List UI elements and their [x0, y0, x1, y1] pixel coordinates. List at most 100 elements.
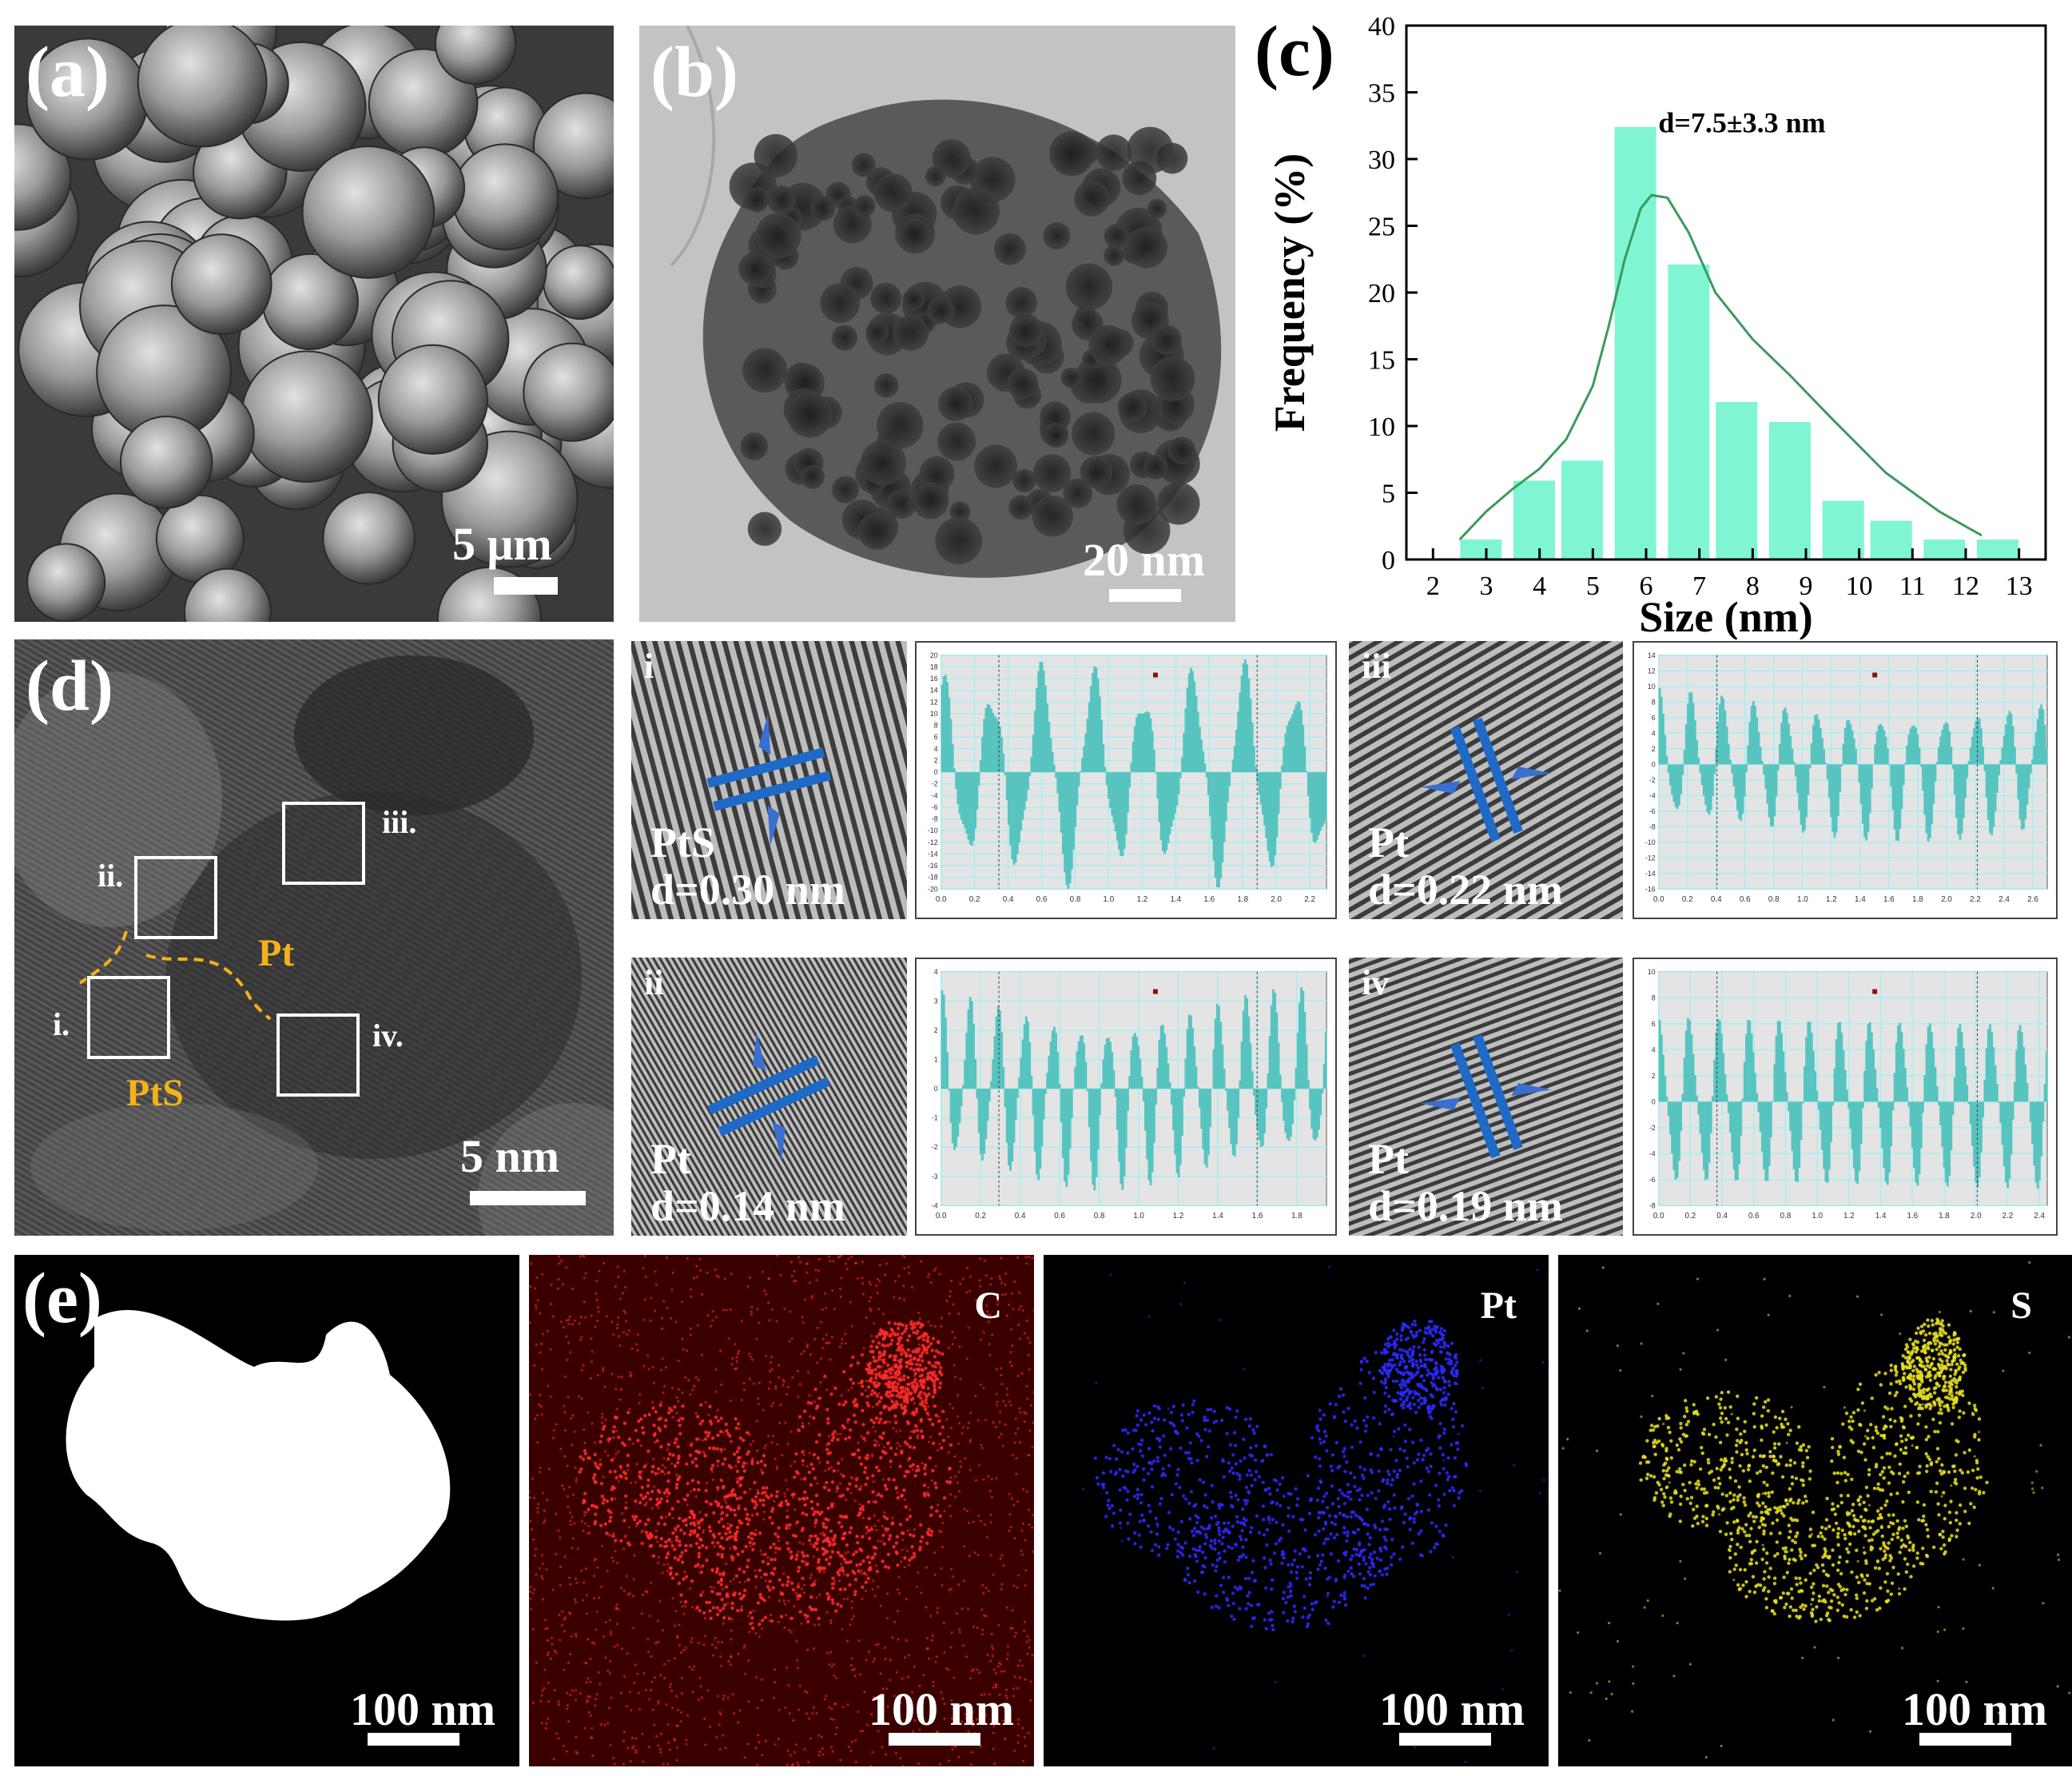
y-tick-label: 20	[930, 651, 938, 659]
eds-count	[715, 1736, 718, 1739]
profile-bar	[1265, 772, 1268, 838]
eds-count	[809, 1483, 813, 1487]
eds-count	[642, 1760, 645, 1763]
y-tick-label: -12	[1645, 854, 1656, 862]
eds-count	[894, 1541, 899, 1545]
profile-bar	[1315, 772, 1318, 840]
eds-count	[544, 1627, 547, 1631]
profile-bar	[1713, 764, 1716, 775]
eds-count	[682, 1648, 686, 1652]
profile-bar	[1959, 1023, 1962, 1102]
eds-count	[1017, 1323, 1020, 1327]
profile-bar	[1852, 738, 1855, 765]
eds-count	[673, 1440, 677, 1445]
eds-count	[855, 1563, 859, 1567]
eds-count	[809, 1353, 812, 1356]
eds-count	[614, 1550, 617, 1553]
fringe	[631, 958, 907, 1236]
eds-count	[840, 1566, 845, 1571]
ifft-phase-label: PtS	[650, 818, 715, 866]
eds-count	[974, 1394, 977, 1397]
eds-count	[595, 1292, 598, 1295]
profile-bar	[1931, 1032, 1933, 1102]
eds-count	[811, 1712, 814, 1715]
eds-count	[813, 1337, 817, 1341]
profile-bar	[1211, 772, 1214, 839]
eds-count	[937, 1351, 941, 1355]
profile-bar	[1750, 706, 1753, 765]
eds-count	[922, 1483, 927, 1487]
profile-bar	[1187, 1014, 1191, 1089]
eds-count	[815, 1547, 819, 1551]
eds-count	[857, 1441, 860, 1444]
eds-count	[953, 1376, 957, 1379]
profile-bar	[1196, 711, 1199, 773]
profile-bar	[1859, 1101, 1863, 1145]
eds-count	[694, 1437, 699, 1441]
profile-bar	[2034, 732, 2038, 765]
eds-count	[809, 1576, 812, 1579]
profile-bar	[1849, 723, 1852, 765]
eds-count	[943, 1510, 946, 1513]
x-tick-label: 7	[1692, 571, 1706, 601]
profile-bar	[1290, 718, 1292, 773]
eds-count	[738, 1495, 743, 1500]
eds-count	[1028, 1698, 1032, 1702]
eds-count	[941, 1545, 945, 1548]
eds-count	[579, 1338, 583, 1341]
eds-count	[706, 1434, 710, 1438]
eds-count	[1001, 1719, 1004, 1722]
profile-bar	[1756, 717, 1759, 765]
nanoparticle	[861, 440, 906, 486]
fringe	[631, 958, 907, 1236]
eds-count	[980, 1608, 984, 1611]
eds-count	[777, 1539, 781, 1543]
eds-count	[675, 1746, 678, 1749]
eds-count	[918, 1684, 921, 1687]
profile-bar	[2018, 764, 2022, 820]
eds-count	[757, 1734, 760, 1737]
eds-count	[742, 1588, 747, 1593]
profile-bar	[1759, 1101, 1762, 1132]
profile-bar	[1084, 733, 1088, 773]
profile-bar	[1994, 764, 1997, 811]
eds-count	[634, 1515, 638, 1519]
eds-count	[875, 1569, 880, 1574]
eds-count	[828, 1706, 831, 1709]
profile-bar	[1037, 671, 1040, 773]
eds-count	[777, 1526, 781, 1530]
eds-count	[738, 1349, 741, 1352]
profile-bar	[1708, 764, 1711, 815]
eds-count	[734, 1426, 739, 1431]
profile-bar	[1740, 1101, 1743, 1136]
profile-bar	[1322, 1064, 1326, 1089]
profile-bar	[1718, 703, 1721, 765]
eds-count	[861, 1585, 865, 1589]
eds-count	[568, 1315, 571, 1319]
panel-e-scale-text-1: 100 nm	[350, 1683, 496, 1735]
eds-count	[748, 1540, 752, 1545]
eds-count	[557, 1703, 561, 1706]
profile-bar	[1036, 687, 1038, 773]
eds-count	[794, 1279, 797, 1283]
eds-count	[829, 1392, 833, 1396]
eds-count	[883, 1420, 888, 1424]
eds-count	[1012, 1687, 1016, 1690]
eds-count	[857, 1710, 860, 1714]
eds-count	[772, 1542, 776, 1547]
eds-count	[896, 1563, 900, 1567]
fringe	[631, 958, 907, 1236]
eds-count	[722, 1698, 725, 1701]
profile-bar	[1083, 746, 1086, 773]
x-tick-label: 2.0	[1271, 895, 1282, 904]
eds-count	[813, 1623, 816, 1627]
eds-count	[673, 1555, 678, 1560]
eds-count	[908, 1558, 912, 1562]
eds-count	[536, 1414, 539, 1417]
eds-count	[992, 1668, 996, 1671]
eds-count	[901, 1377, 906, 1382]
eds-count	[798, 1541, 801, 1544]
eds-count	[641, 1732, 644, 1735]
eds-count	[617, 1479, 620, 1483]
eds-count	[650, 1655, 653, 1658]
